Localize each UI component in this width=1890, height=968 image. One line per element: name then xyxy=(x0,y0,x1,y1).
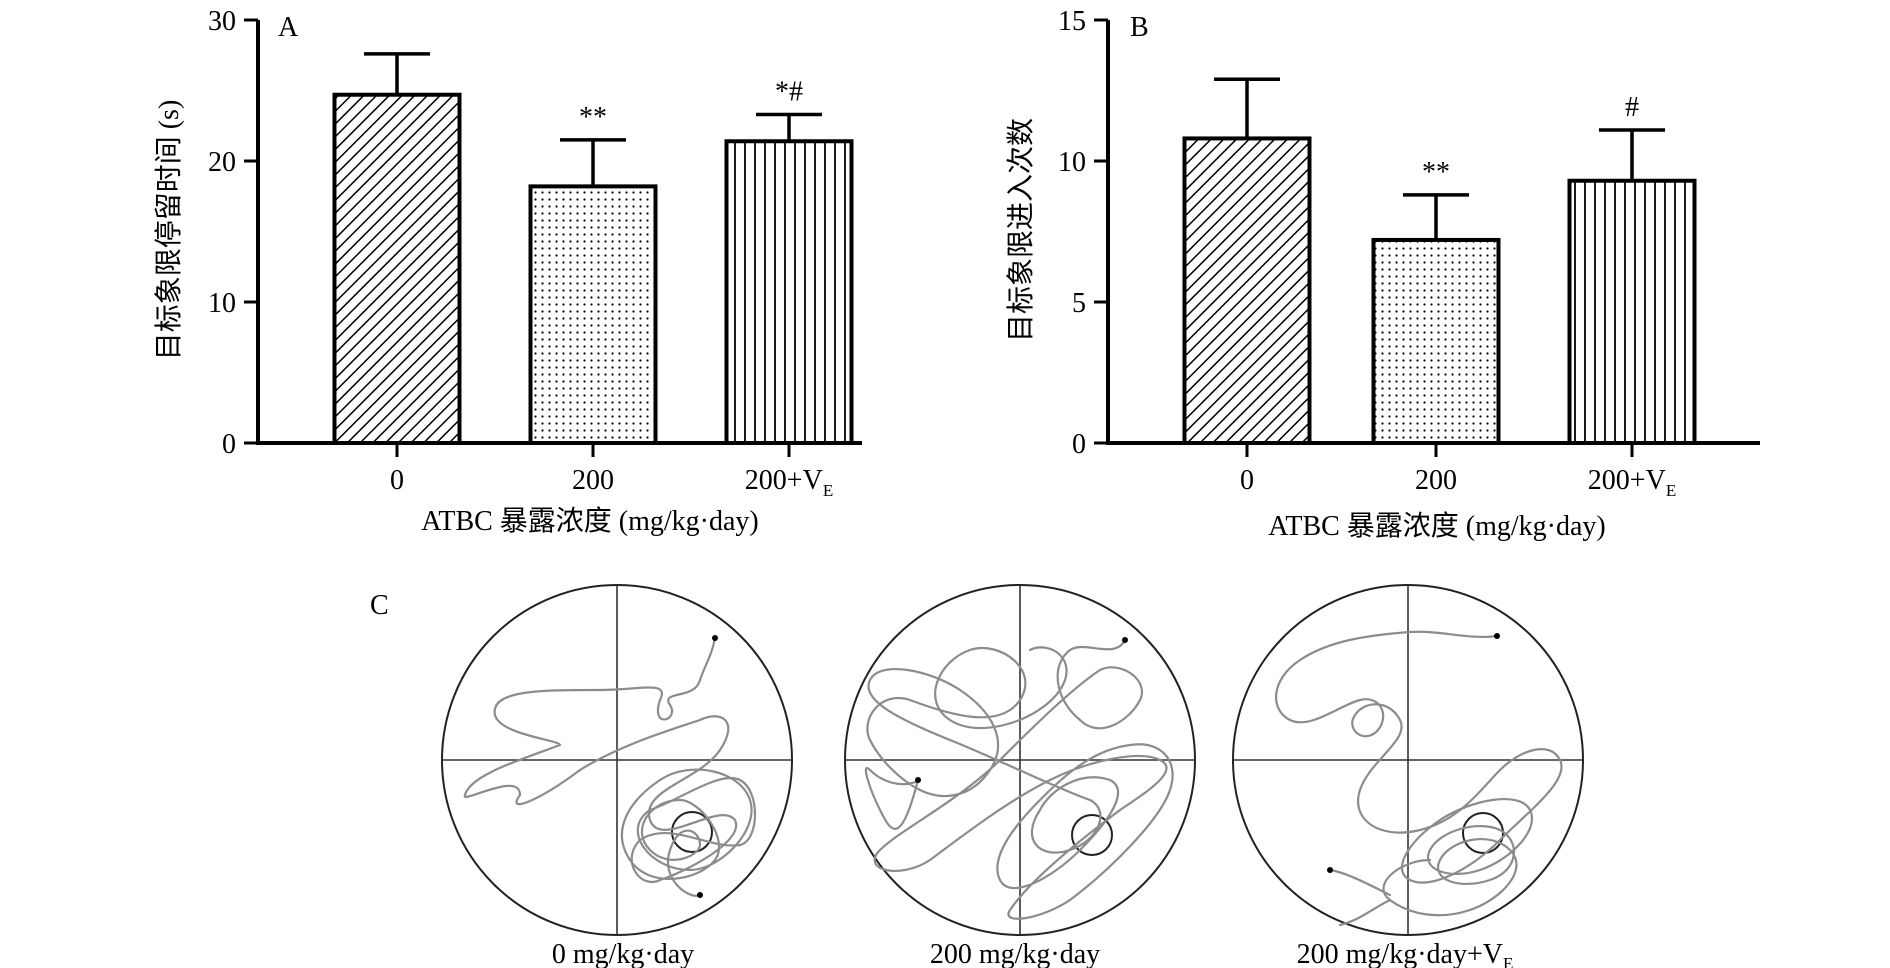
panel-c-label: C xyxy=(370,590,389,621)
y-tick-label: 15 xyxy=(1058,6,1086,37)
y-tick-label: 30 xyxy=(208,6,236,37)
path-end-dot xyxy=(697,892,703,898)
panel-b-xlabel: ATBC 暴露浓度 (mg/kg·day) xyxy=(1268,510,1606,542)
y-tick-label: 10 xyxy=(208,288,236,319)
y-tick-label: 0 xyxy=(222,429,236,460)
x-tick-label: 200+VE xyxy=(1588,465,1676,500)
bar-200 xyxy=(528,184,658,445)
platform-circle xyxy=(1462,812,1504,854)
arena-200-ve-dose xyxy=(1232,584,1584,936)
y-tick-label: 5 xyxy=(1072,288,1086,319)
panel-a-xlabel: ATBC 暴露浓度 (mg/kg·day) xyxy=(421,505,759,537)
bar-0 xyxy=(1182,136,1312,445)
y-tick-label: 10 xyxy=(1058,147,1086,178)
panel-c-swim-paths: C xyxy=(370,584,1584,968)
arena-caption-1: 200 mg/kg·day xyxy=(930,939,1100,968)
arena-caption-0: 0 mg/kg·day xyxy=(552,939,694,968)
bar-200+V xyxy=(724,139,854,445)
panel-b-chart: B 目标象限进入次数 ATBC 暴露浓度 (mg/kg·day) 0 5 10 15 0… xyxy=(1005,6,1760,542)
x-tick-label: 200+VE xyxy=(745,465,833,500)
panel-b-ylabel: 目标象限进入次数 xyxy=(1005,118,1037,342)
x-tick-label: 200 xyxy=(1415,465,1457,496)
x-tick-label: 0 xyxy=(390,465,404,496)
path-end-dot xyxy=(915,777,921,783)
bar-0 xyxy=(332,92,462,445)
arena-caption-2: 200 mg/kg·day+VE xyxy=(1297,939,1514,968)
panel-a-ylabel: 目标象限停留时间 (s) xyxy=(153,100,185,361)
x-tick-label: 0 xyxy=(1240,465,1254,496)
arena-0-dose xyxy=(441,584,793,936)
panel-a-chart: A 目标象限停留时间 (s) ATBC 暴露浓度 (mg/kg·day) 0 10… xyxy=(153,6,862,537)
platform-circle xyxy=(1071,814,1113,856)
swim-path xyxy=(1275,630,1563,927)
y-tick-label: 0 xyxy=(1072,429,1086,460)
significance-label: # xyxy=(1625,92,1639,123)
significance-label: ** xyxy=(579,102,607,133)
panel-b-label: B xyxy=(1130,12,1149,43)
significance-label: ** xyxy=(1422,157,1450,188)
y-tick-label: 20 xyxy=(208,147,236,178)
swim-path xyxy=(463,636,757,897)
bar-200 xyxy=(1371,237,1501,445)
panel-a-label: A xyxy=(278,12,299,43)
swim-path xyxy=(864,638,1174,920)
platform-circle xyxy=(671,811,713,853)
path-end-dot xyxy=(1327,867,1333,873)
bar-200+V xyxy=(1567,178,1697,446)
path-start-dot xyxy=(712,635,718,641)
arena-200-dose xyxy=(844,584,1196,936)
path-start-dot xyxy=(1494,633,1500,639)
x-tick-label: 200 xyxy=(572,465,614,496)
path-start-dot xyxy=(1122,637,1128,643)
significance-label: *# xyxy=(775,76,803,107)
